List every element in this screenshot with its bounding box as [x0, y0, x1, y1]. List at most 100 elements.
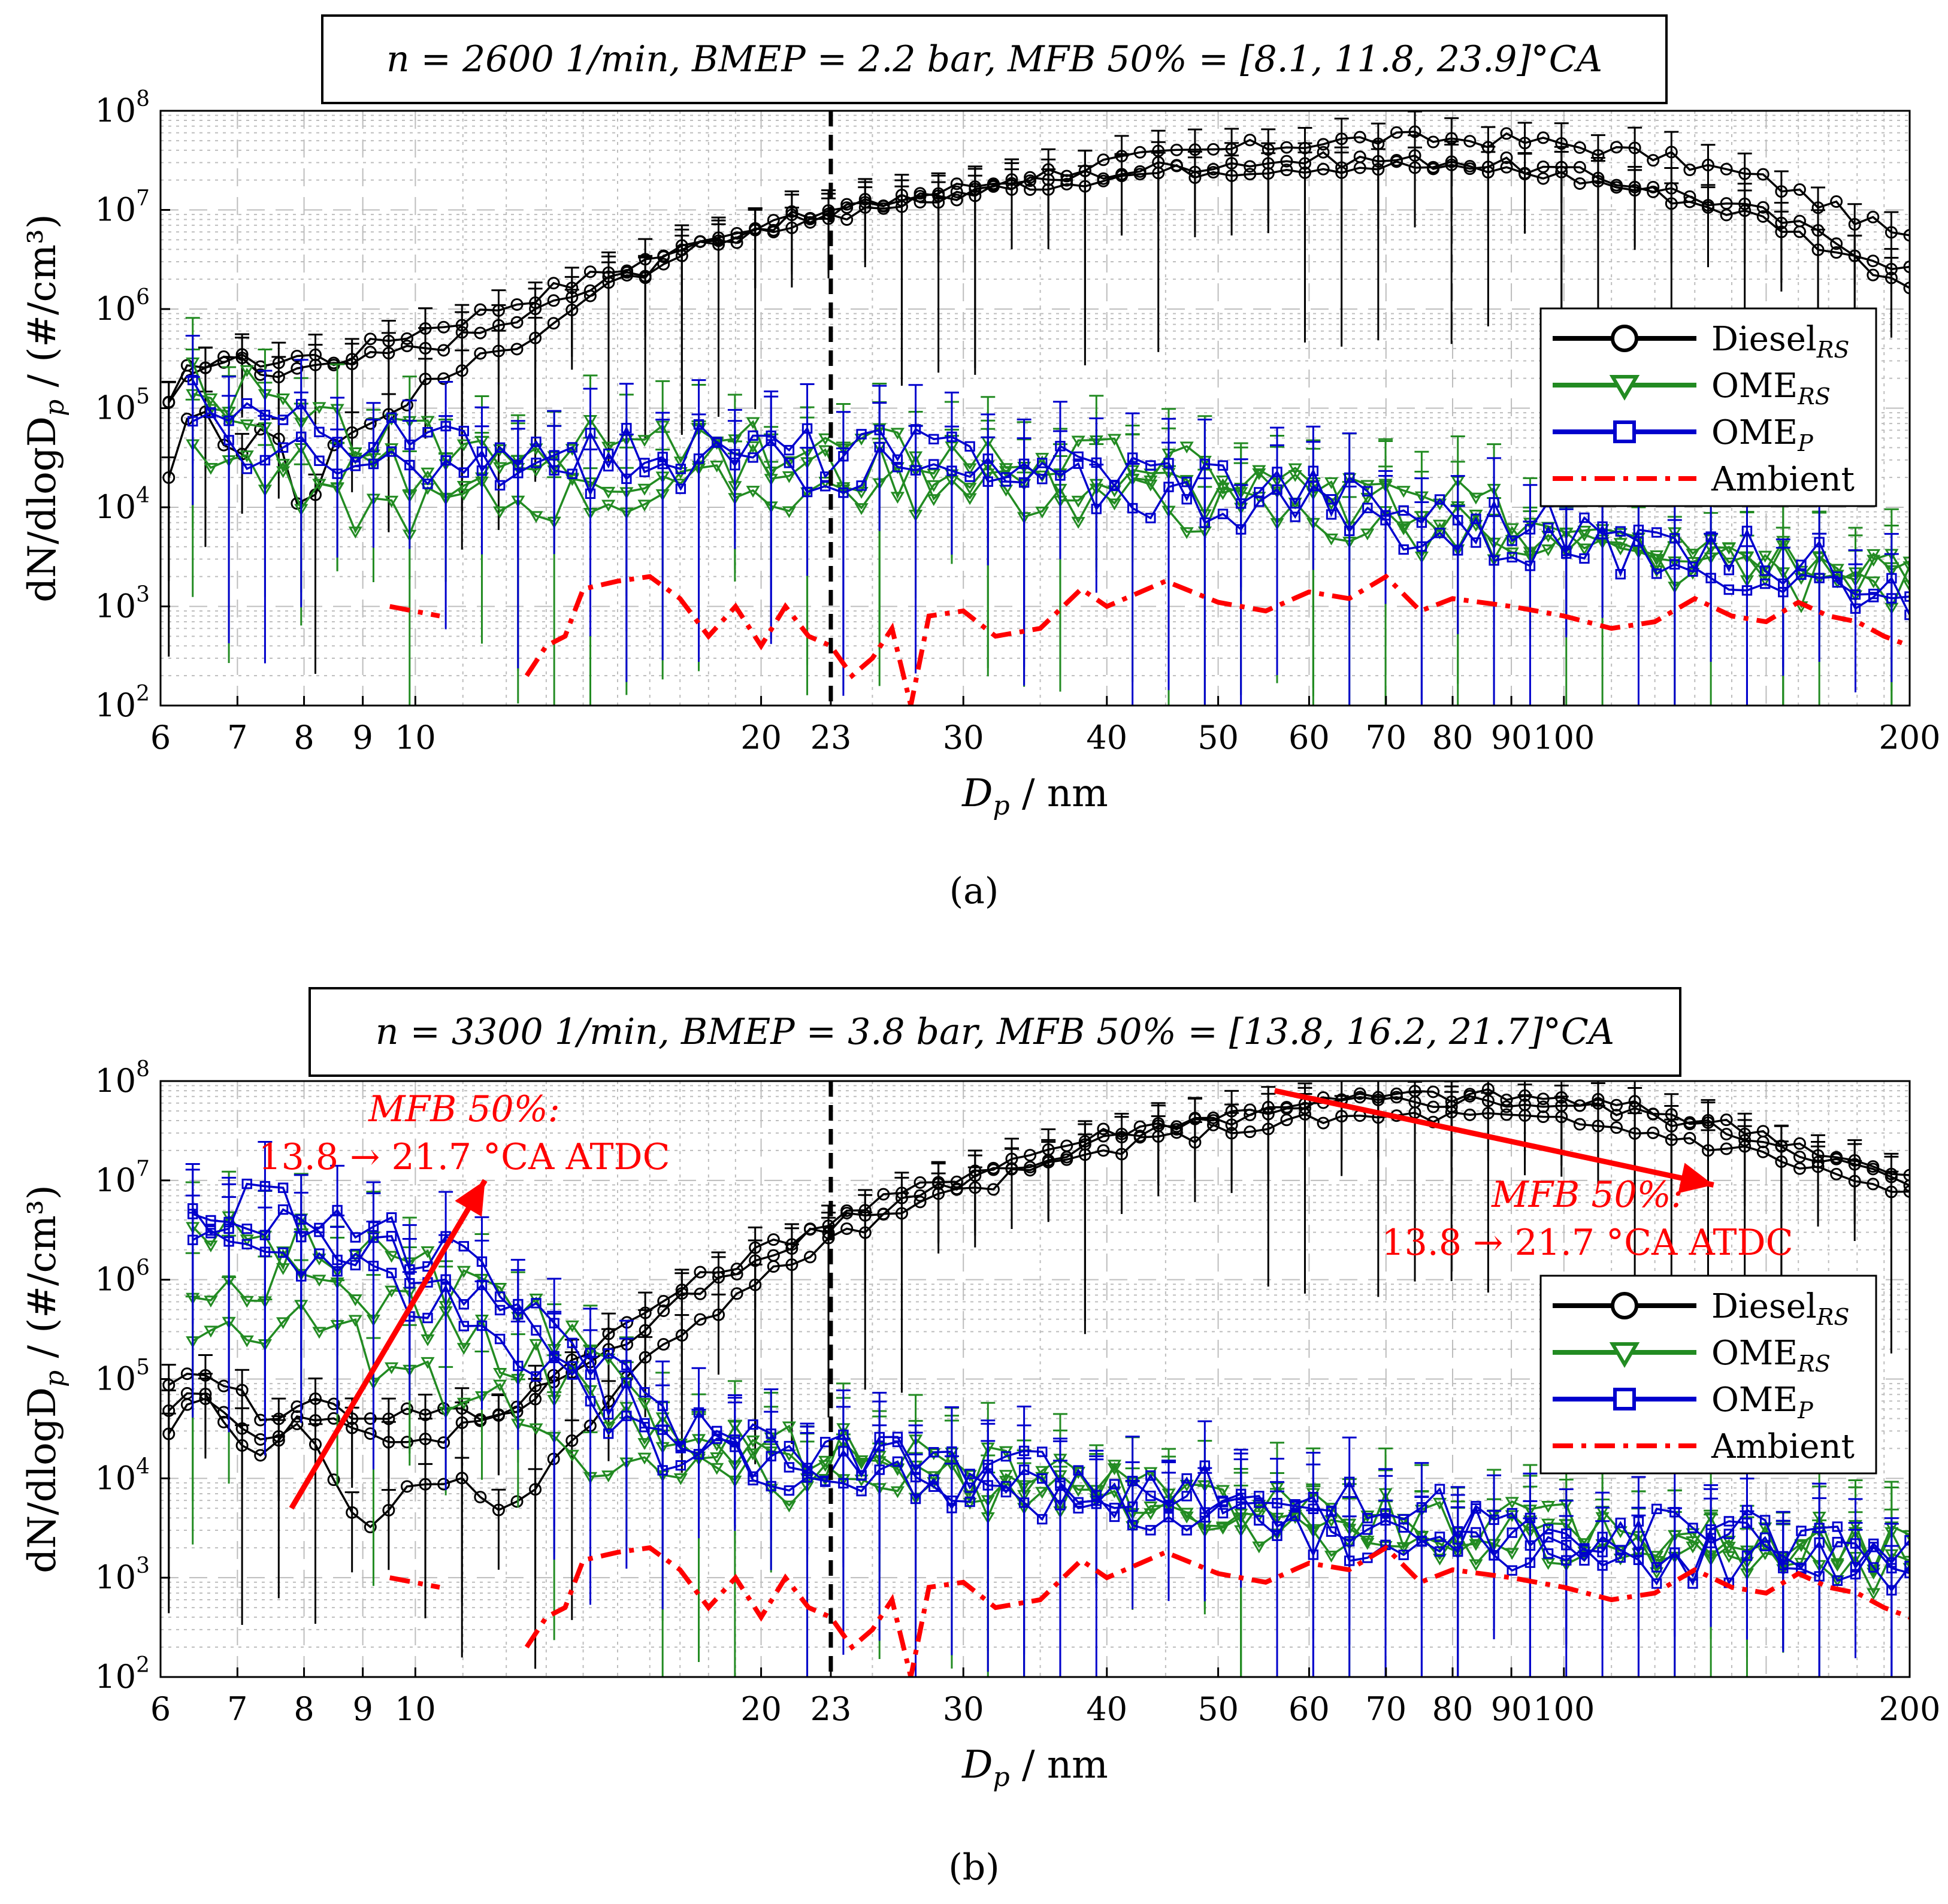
data-point — [1775, 185, 1788, 198]
data-point — [386, 1267, 397, 1279]
data-point — [1796, 569, 1807, 580]
data-point — [675, 483, 686, 494]
data-point — [1756, 201, 1769, 214]
data-point — [1360, 492, 1375, 505]
data-point — [766, 1481, 776, 1492]
data-point — [1416, 1536, 1427, 1546]
data-point — [1610, 181, 1623, 194]
data-point — [1814, 573, 1825, 583]
data-point — [531, 436, 542, 447]
data-point — [766, 435, 776, 446]
data-point — [1741, 1550, 1753, 1561]
data-point — [1317, 146, 1330, 159]
data-point — [492, 1409, 505, 1422]
data-point — [1489, 1550, 1499, 1561]
data-point — [782, 1500, 797, 1513]
data-point — [1628, 141, 1641, 155]
data-point — [1326, 509, 1337, 520]
data-point — [1115, 169, 1129, 183]
x-tick-label: 9 — [352, 1690, 373, 1728]
data-point — [1683, 164, 1696, 177]
data-point — [1775, 1155, 1788, 1169]
data-point — [1610, 1121, 1623, 1134]
data-point — [1868, 592, 1879, 603]
data-point — [474, 1414, 487, 1427]
data-point — [1519, 167, 1532, 180]
data-point — [1427, 161, 1440, 174]
data-point — [969, 183, 982, 196]
data-point — [767, 1233, 780, 1246]
data-point — [1902, 580, 1910, 592]
data-point — [312, 479, 326, 491]
data-point — [1579, 1543, 1590, 1554]
data-point — [1628, 1127, 1641, 1140]
data-point — [1055, 1480, 1066, 1491]
data-point — [1541, 1501, 1556, 1513]
data-point — [1579, 553, 1590, 564]
data-point — [1326, 1506, 1337, 1517]
data-point — [730, 1437, 740, 1448]
data-point — [1308, 1549, 1319, 1560]
data-point — [1701, 201, 1714, 214]
data-point — [309, 358, 322, 371]
data-point — [1037, 1513, 1048, 1525]
data-point — [1073, 1503, 1084, 1514]
data-point — [694, 1313, 707, 1326]
data-point — [785, 208, 798, 222]
data-point — [694, 1287, 707, 1300]
data-point — [327, 1473, 340, 1487]
data-point — [291, 1400, 304, 1413]
data-point — [856, 429, 867, 440]
data-point — [927, 1471, 941, 1484]
data-point — [1471, 1503, 1481, 1514]
data-point — [1701, 1144, 1714, 1157]
data-point — [946, 1503, 957, 1513]
data-point — [1649, 550, 1664, 562]
data-point — [382, 347, 395, 360]
data-point — [892, 454, 903, 465]
data-point — [1179, 527, 1194, 540]
data-point — [547, 277, 560, 290]
data-point — [400, 332, 413, 345]
data-point — [510, 1495, 524, 1508]
data-point — [1904, 1560, 1910, 1572]
data-point — [1793, 1162, 1806, 1175]
y-tick-label: 106 — [95, 285, 150, 328]
data-point — [421, 416, 435, 428]
data-point — [437, 320, 450, 334]
data-point — [1832, 1521, 1843, 1532]
data-point — [1885, 1185, 1898, 1198]
legend-entry: Ambient — [1711, 1427, 1855, 1466]
data-point — [1505, 523, 1519, 535]
data-point — [493, 1379, 507, 1392]
data-point — [820, 480, 831, 492]
data-point — [1073, 451, 1084, 462]
data-point — [456, 1397, 471, 1410]
data-point — [455, 1472, 468, 1485]
data-point — [1738, 167, 1752, 180]
data-point — [332, 468, 343, 479]
data-point — [1427, 135, 1440, 149]
data-point — [782, 471, 797, 483]
annotation-text-line2: 13.8 → 21.7 °CA ATDC — [258, 1136, 670, 1178]
data-point — [241, 1239, 252, 1250]
data-point — [602, 276, 615, 289]
data-point — [1867, 210, 1880, 223]
data-point — [1000, 1451, 1012, 1462]
data-point — [327, 1397, 340, 1410]
data-point — [1097, 1130, 1110, 1143]
data-point — [513, 1298, 524, 1310]
data-point — [1280, 164, 1293, 177]
data-point — [1701, 159, 1714, 172]
data-point — [291, 1410, 304, 1423]
data-point — [1720, 1128, 1733, 1141]
y-tick-label: 108 — [95, 1057, 150, 1100]
data-point — [474, 347, 487, 360]
data-point — [950, 1175, 963, 1188]
data-point — [1651, 568, 1662, 579]
data-point — [1830, 237, 1843, 250]
data-point — [1060, 1153, 1073, 1166]
data-point — [240, 419, 254, 432]
data-point — [1272, 1521, 1282, 1532]
data-point — [1867, 268, 1880, 281]
